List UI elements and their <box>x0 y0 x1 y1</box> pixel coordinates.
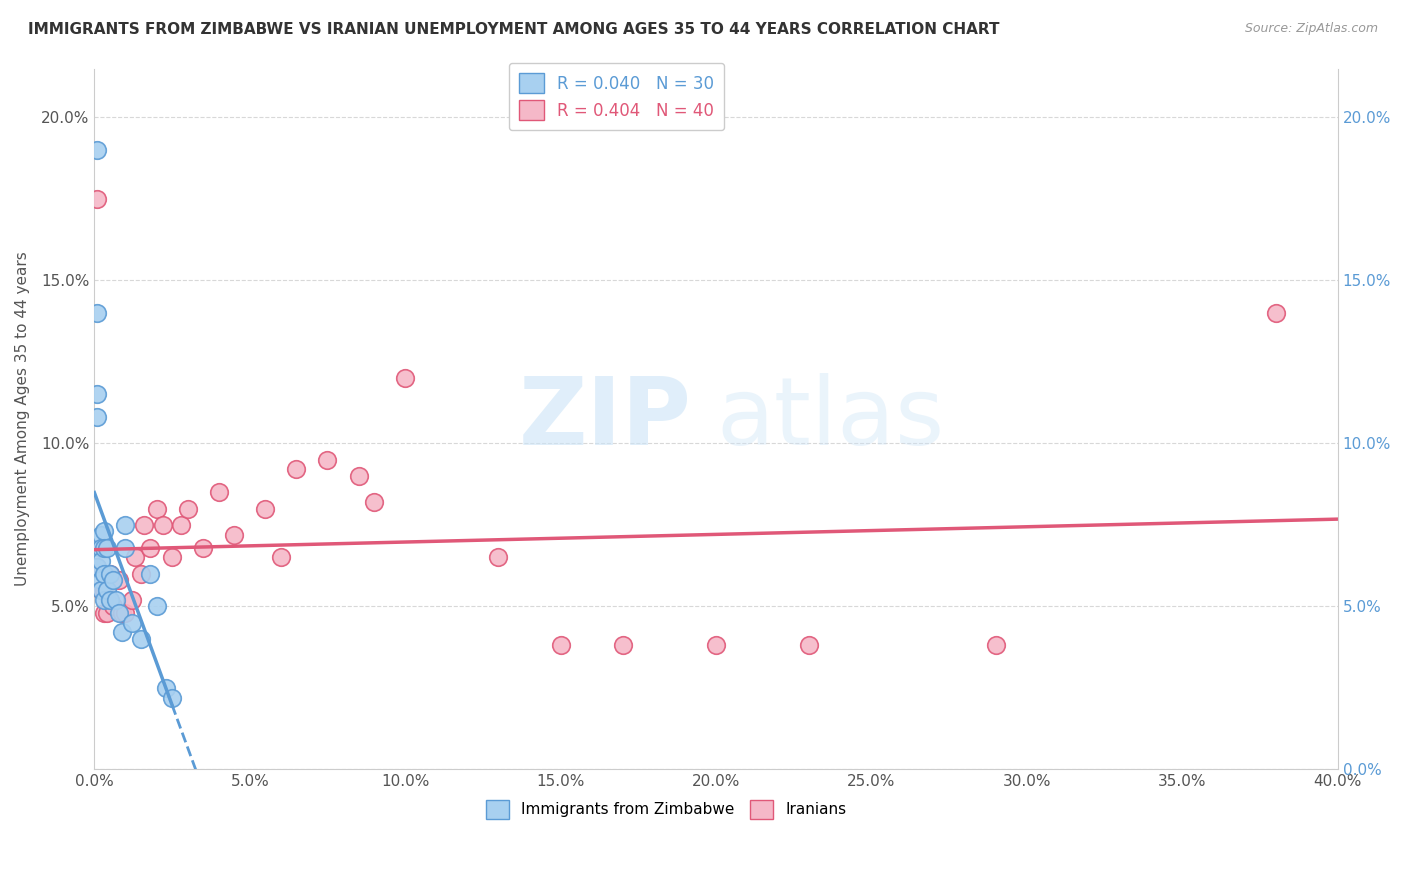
Point <box>98 592 121 607</box>
Point <box>155 681 177 695</box>
Point <box>86 143 108 157</box>
Point <box>132 517 155 532</box>
Point <box>139 566 162 581</box>
Point <box>105 592 128 607</box>
Point <box>799 639 821 653</box>
Point <box>145 599 167 614</box>
Point <box>96 582 118 597</box>
Point <box>86 560 108 574</box>
Point <box>90 582 112 597</box>
Point <box>90 541 112 555</box>
Point <box>98 566 121 581</box>
Point <box>224 527 246 541</box>
Y-axis label: Unemployment Among Ages 35 to 44 years: Unemployment Among Ages 35 to 44 years <box>15 252 30 586</box>
Point <box>363 495 385 509</box>
Point <box>93 606 115 620</box>
Point <box>254 501 277 516</box>
Point <box>394 371 416 385</box>
Point <box>101 574 124 588</box>
Point <box>86 306 108 320</box>
Point <box>170 517 193 532</box>
Point <box>98 592 121 607</box>
Point <box>316 452 339 467</box>
Point <box>160 550 183 565</box>
Point <box>550 639 572 653</box>
Point <box>108 574 131 588</box>
Point <box>93 592 115 607</box>
Point <box>121 592 143 607</box>
Point <box>86 192 108 206</box>
Point <box>114 606 136 620</box>
Point <box>90 582 112 597</box>
Point <box>704 639 727 653</box>
Point <box>86 387 108 401</box>
Point <box>93 541 115 555</box>
Point <box>111 625 134 640</box>
Point <box>96 582 118 597</box>
Point <box>108 606 131 620</box>
Point <box>86 410 108 425</box>
Point <box>96 541 118 555</box>
Point <box>612 639 634 653</box>
Point <box>488 550 510 565</box>
Point <box>90 574 112 588</box>
Point <box>129 566 152 581</box>
Point <box>111 606 134 620</box>
Text: Source: ZipAtlas.com: Source: ZipAtlas.com <box>1244 22 1378 36</box>
Point <box>124 550 146 565</box>
Point <box>208 485 231 500</box>
Point <box>86 560 108 574</box>
Point <box>93 524 115 539</box>
Point <box>347 469 370 483</box>
Point <box>160 690 183 705</box>
Point <box>191 541 214 555</box>
Text: atlas: atlas <box>716 373 945 465</box>
Point <box>93 566 115 581</box>
Point <box>96 606 118 620</box>
Point <box>121 615 143 630</box>
Point <box>145 501 167 516</box>
Point <box>270 550 292 565</box>
Point <box>984 639 1007 653</box>
Point <box>114 541 136 555</box>
Point <box>1264 306 1286 320</box>
Point <box>90 554 112 568</box>
Legend: Immigrants from Zimbabwe, Iranians: Immigrants from Zimbabwe, Iranians <box>481 794 852 825</box>
Point <box>101 599 124 614</box>
Point <box>139 541 162 555</box>
Text: ZIP: ZIP <box>519 373 692 465</box>
Point <box>93 582 115 597</box>
Point <box>98 566 121 581</box>
Point <box>114 517 136 532</box>
Text: IMMIGRANTS FROM ZIMBABWE VS IRANIAN UNEMPLOYMENT AMONG AGES 35 TO 44 YEARS CORRE: IMMIGRANTS FROM ZIMBABWE VS IRANIAN UNEM… <box>28 22 1000 37</box>
Point <box>129 632 152 646</box>
Point <box>90 527 112 541</box>
Point <box>176 501 198 516</box>
Point <box>152 517 174 532</box>
Point <box>285 462 308 476</box>
